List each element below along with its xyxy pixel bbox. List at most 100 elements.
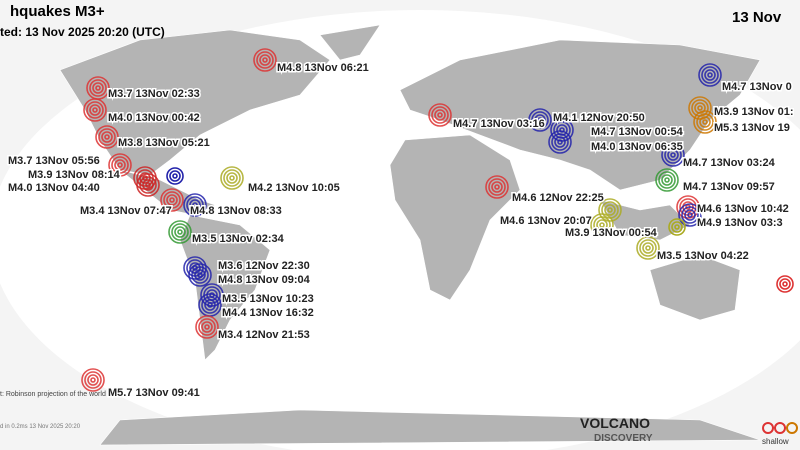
quake-marker: [168, 220, 192, 244]
marker-ring: [160, 188, 184, 212]
quake-label: M4.8 13Nov 08:33: [190, 205, 282, 217]
marker-ring: [676, 195, 700, 219]
marker-ring: [599, 222, 605, 228]
marker-ring: [89, 104, 101, 116]
quake-marker: [636, 236, 660, 260]
marker-ring: [89, 79, 107, 97]
marker-ring: [86, 101, 104, 119]
marker-ring: [201, 296, 219, 314]
marker-ring: [598, 198, 622, 222]
marker-ring: [186, 196, 204, 214]
marker-ring: [171, 223, 189, 241]
marker-ring: [204, 299, 216, 311]
marker-ring: [551, 133, 569, 151]
quake-label: M3.8 13Nov 05:21: [118, 137, 210, 149]
marker-ring: [111, 156, 129, 174]
marker-ring: [166, 194, 178, 206]
marker-ring: [168, 220, 192, 244]
marker-ring: [87, 374, 99, 386]
quake-label: M3.9 13Nov 01:: [714, 106, 793, 118]
marker-ring: [95, 125, 119, 149]
quake-marker: [678, 203, 702, 227]
projection-note: t: Robinson projection of the world: [0, 391, 106, 398]
marker-ring: [98, 128, 116, 146]
marker-ring: [699, 116, 711, 128]
marker-ring: [142, 179, 154, 191]
marker-ring: [92, 82, 104, 94]
marker-ring: [639, 239, 657, 257]
quake-label: M3.4 13Nov 07:47: [80, 205, 172, 217]
quake-marker: [528, 108, 552, 132]
quake-label: M4.4 13Nov 16:32: [222, 307, 314, 319]
marker-ring: [604, 204, 616, 216]
quake-marker: [108, 153, 132, 177]
quake-label: M4.6 12Nov 22:25: [512, 192, 604, 204]
marker-ring: [655, 168, 679, 192]
quake-label: M4.7 13Nov 00:54: [591, 126, 684, 138]
marker-ring: [707, 72, 713, 78]
quake-label: M3.7 13Nov 02:33: [108, 88, 200, 100]
marker-ring: [776, 275, 794, 293]
quake-label: M3.7 13Nov 05:56: [8, 155, 100, 167]
marker-ring: [485, 175, 509, 199]
quake-label: M3.5 13Nov 02:34: [192, 233, 285, 245]
marker-ring: [101, 131, 113, 143]
marker-ring: [428, 103, 452, 127]
quake-label: M4.0 13Nov 00:42: [108, 112, 200, 124]
marker-ring: [593, 216, 611, 234]
marker-ring: [661, 143, 685, 167]
updated: ted: 13 Nov 2025 20:20 (UTC): [0, 25, 165, 39]
marker-ring: [494, 184, 500, 190]
marker-ring: [166, 167, 184, 185]
marker-ring: [537, 117, 543, 123]
marker-ring: [688, 96, 712, 120]
labels: M4.8 13Nov 06:21 M3.7 13Nov 02:33 M4.0 13N…: [7, 61, 795, 401]
quake-label: M3.9 13Nov 00:54: [565, 227, 658, 239]
marker-ring: [256, 51, 274, 69]
quake-label: M3.6 12Nov 22:30: [218, 260, 310, 272]
generated-note: d in 0.2ms 13 Nov 2025 20:20: [0, 424, 81, 430]
marker-ring: [434, 109, 446, 121]
marker-ring: [698, 63, 722, 87]
marker-ring: [696, 113, 714, 131]
marker-ring: [90, 377, 96, 383]
quake-label: M5.7 13Nov 09:41: [108, 387, 200, 399]
quake-marker: [668, 218, 686, 236]
marker-ring: [189, 199, 201, 211]
marker-ring: [664, 177, 670, 183]
marker-ring: [207, 302, 213, 308]
marker-ring: [83, 98, 107, 122]
quake-label: M3.5 13Nov 10:23: [222, 293, 314, 305]
quake-label: M4.1 12Nov 20:50: [553, 112, 645, 124]
marker-ring: [693, 110, 717, 134]
marker-ring: [645, 245, 651, 251]
quake-marker: [183, 193, 207, 217]
quake-marker: [81, 368, 105, 392]
marker-ring: [642, 242, 654, 254]
quake-label: M4.2 13Nov 10:05: [248, 182, 340, 194]
marker-ring: [548, 130, 572, 154]
quake-marker: [698, 63, 722, 87]
marker-ring: [114, 159, 126, 171]
marker-ring: [596, 219, 608, 231]
marker-ring: [674, 224, 680, 230]
quake-marker: [188, 263, 212, 287]
quake-marker: [160, 188, 184, 212]
quake-marker: [136, 173, 160, 197]
marker-ring: [174, 226, 186, 238]
quake-label: M4.0 13Nov 04:40: [8, 182, 100, 194]
marker-ring: [194, 269, 206, 281]
marker-ring: [220, 166, 244, 190]
marker-ring: [661, 174, 673, 186]
quake-label: M5.3 13Nov 19: [714, 122, 790, 134]
marker-ring: [81, 368, 105, 392]
marker-ring: [782, 281, 788, 287]
quake-label: M4.6 13Nov 10:42: [697, 203, 789, 215]
marker-ring: [183, 256, 207, 280]
marker-ring: [701, 66, 719, 84]
quake-label: M4.6 13Nov 20:07: [500, 215, 592, 227]
marker-ring: [658, 171, 676, 189]
quake-marker: [195, 315, 219, 339]
quake-marker: [548, 130, 572, 154]
marker-ring: [253, 48, 277, 72]
